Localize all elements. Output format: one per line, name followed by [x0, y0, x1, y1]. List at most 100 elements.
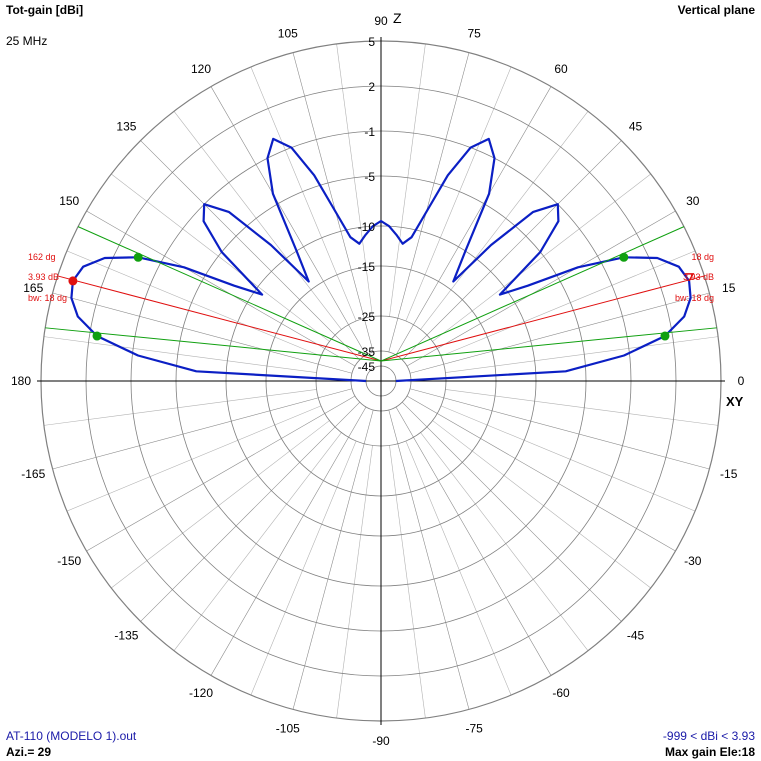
angle-tick-label: 120	[191, 62, 211, 76]
grid-spoke	[406, 210, 676, 367]
grid-spoke	[402, 140, 622, 360]
grid-spoke	[43, 336, 317, 373]
angle-tick-label: -15	[720, 467, 738, 481]
ring-label: -15	[358, 260, 376, 274]
beamwidth-label-left: bw: 18 dg	[28, 293, 67, 303]
azimuth-label: Azi.= 29	[6, 745, 52, 759]
grid-spoke	[409, 388, 710, 470]
grid-spoke	[395, 406, 552, 676]
grid-spoke	[86, 395, 356, 552]
grid-spoke	[405, 440, 512, 696]
grid-spoke	[409, 292, 710, 374]
grid-spoke	[52, 292, 353, 374]
beamwidth-point	[92, 331, 102, 341]
beamwidth-point	[660, 331, 670, 341]
angle-tick-label: -150	[57, 554, 81, 568]
pattern-layer	[45, 137, 717, 383]
ring-label: -5	[364, 170, 375, 184]
grid-spoke	[43, 389, 317, 426]
grid-spoke	[336, 43, 373, 317]
ring-label: -35	[358, 345, 376, 359]
grid-spoke	[406, 395, 676, 552]
beamwidth-line	[380, 327, 717, 362]
file-name: AT-110 (MODELO 1).out	[6, 729, 137, 743]
ring-label: 2	[368, 80, 375, 94]
ring-label: -25	[358, 310, 376, 324]
beamwidth-line	[45, 327, 382, 362]
grid-spoke	[388, 409, 470, 710]
grid-spoke	[210, 406, 367, 676]
ring-label: 5	[368, 35, 375, 49]
angle-tick-label: 45	[629, 119, 643, 133]
grid-spoke	[140, 402, 360, 622]
angle-tick-label: 30	[686, 194, 700, 208]
grid-spoke	[210, 86, 367, 356]
grid-spoke	[420, 111, 589, 330]
max-gain-value-label-left: 3.93 dB	[28, 272, 59, 282]
angle-tick-label: 0	[738, 374, 745, 388]
beamwidth-point	[133, 252, 143, 262]
grid-spoke	[140, 140, 360, 360]
ring-label: -10	[358, 220, 376, 234]
angle-tick-label: 135	[116, 119, 136, 133]
max-gain-line	[380, 275, 705, 362]
angle-tick-label: 180	[11, 374, 31, 388]
grid-spoke	[432, 420, 651, 589]
grid-spoke	[440, 405, 696, 512]
grid-spoke	[420, 432, 589, 651]
angle-tick-label: -45	[627, 629, 645, 643]
grid-spoke	[250, 440, 357, 696]
plane-label: Vertical plane	[677, 3, 755, 17]
max-gain-marker-right	[685, 273, 695, 282]
grid-spoke	[250, 66, 357, 322]
angle-tick-label: -30	[684, 554, 702, 568]
gain-range-label: -999 < dBi < 3.93	[662, 729, 755, 743]
angle-tick-label: 15	[722, 281, 736, 295]
max-gain-label: Max gain Ele:18	[664, 745, 755, 759]
grid-spoke	[292, 52, 374, 353]
grid-spoke	[388, 52, 470, 353]
angle-tick-label: -105	[276, 722, 300, 736]
grid-spoke	[336, 445, 373, 719]
angle-tick-label: -90	[372, 734, 390, 748]
angle-tick-label: 165	[23, 281, 43, 295]
axis-xy-label: XY	[726, 394, 744, 409]
beamwidth-line	[380, 226, 685, 362]
angle-tick-label: -165	[21, 467, 45, 481]
ring-label: -45	[358, 360, 376, 374]
angle-tick-label: -75	[466, 722, 484, 736]
grid-spoke	[111, 420, 330, 589]
grid-spoke	[66, 405, 322, 512]
axis-z-label: Z	[393, 10, 402, 26]
max-gain-point	[68, 276, 78, 286]
frequency-label: 25 MHz	[6, 34, 48, 48]
angle-tick-label: -60	[552, 686, 570, 700]
grid-spoke	[445, 389, 719, 426]
angle-tick-label: 60	[554, 62, 568, 76]
beamwidth-point	[619, 252, 629, 262]
grid-spoke	[66, 250, 322, 357]
ring-label: -1	[364, 125, 375, 139]
grid-spoke	[389, 43, 426, 317]
angle-tick-label: 150	[59, 194, 79, 208]
grid-spoke	[292, 409, 374, 710]
gain-pattern-line	[70, 137, 692, 383]
max-gain-angle-label-left: 162 dg	[28, 252, 56, 262]
angle-tick-label: 90	[374, 14, 388, 28]
grid-spoke	[405, 66, 512, 322]
beamwidth-label-right: bw: 18 dg	[675, 293, 714, 303]
grid-spoke	[389, 445, 426, 719]
angle-tick-label: 105	[278, 26, 298, 40]
grid-spoke	[432, 173, 651, 342]
grid-spoke	[173, 432, 342, 651]
grid-spoke	[173, 111, 342, 330]
max-gain-line	[57, 275, 382, 362]
max-gain-angle-label-right: 18 dg	[691, 252, 714, 262]
grid-spoke	[52, 388, 353, 470]
grid-spoke	[402, 402, 622, 622]
beamwidth-line	[77, 226, 382, 362]
grid-spoke	[440, 250, 696, 357]
angle-tick-label: -120	[189, 686, 213, 700]
